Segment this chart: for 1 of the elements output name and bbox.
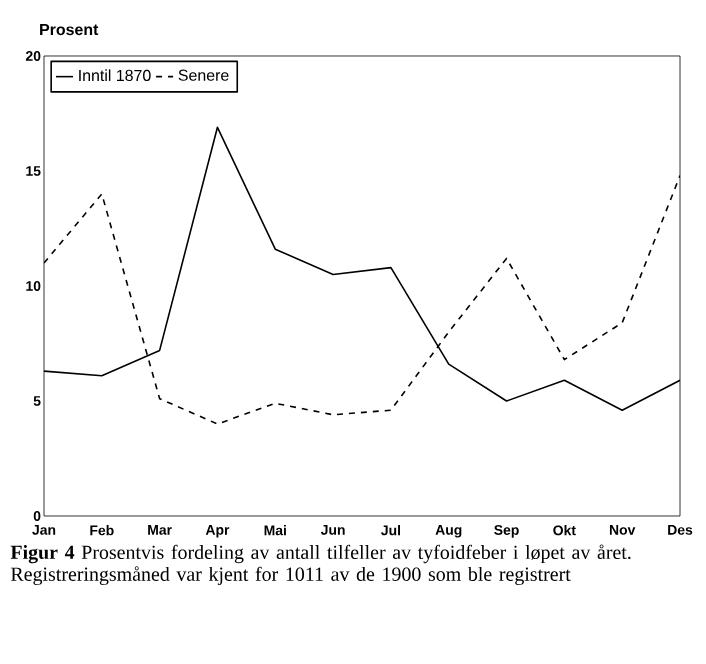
- text: Figur 4 Prosentvis fordeling av antall tilfeller av tyfoidfeber i løpet av året. Registreringsmåned var kjent for 1011 av de 1900 som ble registrert: [10, 544, 631, 586]
